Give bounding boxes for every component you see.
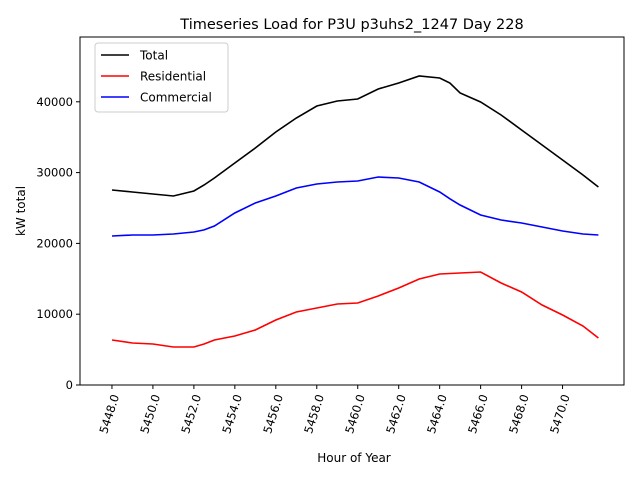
x-tick-label: 5452.0 [178,393,204,436]
x-tick-label: 5458.0 [301,393,327,436]
x-tick-label: 5462.0 [383,393,409,436]
legend: Total Residential Commercial [94,42,229,113]
plot-area-frame [79,36,625,386]
y-tick-label: 20000 [36,236,73,250]
chart-title: Timeseries Load for P3U p3uhs2_1247 Day … [179,17,523,33]
series-line-commercial [111,176,599,237]
series-line-total [111,75,599,197]
x-tick-label: 5456.0 [260,393,286,436]
legend-entry: Total [139,49,168,63]
y-tick-label: 10000 [36,307,73,321]
x-tick-label: 5464.0 [424,393,450,436]
y-tick-label: 40000 [36,95,73,109]
x-axis-label: Hour of Year [317,451,391,465]
y-tick-label: 30000 [36,166,73,180]
x-tick-label: 5460.0 [342,393,368,436]
x-tick-label: 5454.0 [219,393,245,436]
series-line-residential [111,271,599,348]
legend-box [94,42,229,113]
x-tick-label: 5470.0 [547,393,573,436]
x-tick-label: 5448.0 [96,393,122,436]
x-tick-label: 5468.0 [506,393,532,436]
legend-entry: Commercial [140,91,212,105]
y-tick-label: 0 [66,378,73,392]
x-tick-label: 5450.0 [137,393,163,436]
legend-entry: Residential [140,70,206,84]
x-tick-label: 5466.0 [465,393,491,436]
y-axis-label: kW total [14,186,28,236]
